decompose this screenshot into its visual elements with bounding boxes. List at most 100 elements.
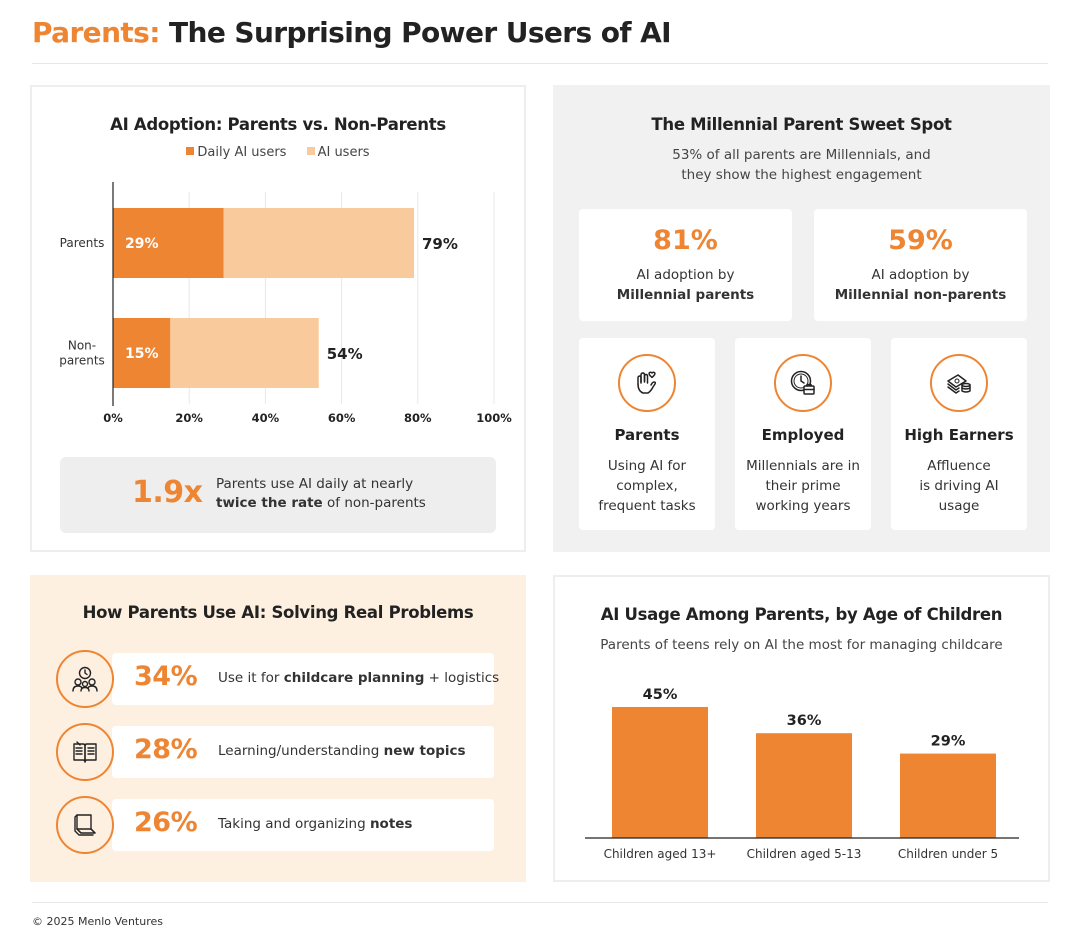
title-rest: The Surprising Power Users of AI xyxy=(159,16,672,49)
stat-line2: Millennial parents xyxy=(616,287,755,303)
age-panel: AI Usage Among Parents, by Age of Childr… xyxy=(553,575,1050,882)
age-title: AI Usage Among Parents, by Age of Childr… xyxy=(600,605,1003,624)
legend-ai-label: AI users xyxy=(317,145,370,160)
usage-bold: notes xyxy=(369,816,413,832)
trait-line: Using AI for xyxy=(607,458,687,474)
age-bar-value-label: 29% xyxy=(931,734,966,750)
bar-outer-label: 79% xyxy=(422,235,458,253)
bar-outer-label: 54% xyxy=(327,345,363,363)
x-tick-label: 80% xyxy=(404,411,432,425)
subtitle-line2: they show the highest engagement xyxy=(681,167,922,183)
stat-card-non-parents: 59% AI adoption by Millennial non-parents xyxy=(814,209,1027,321)
trait-title: High Earners xyxy=(904,426,1014,444)
usage-pre: Taking and organizing xyxy=(218,816,370,832)
bar-inner-label: 15% xyxy=(125,346,159,362)
adoption-callout: 1.9x Parents use AI daily at nearly twice… xyxy=(60,457,496,533)
bar-daily-users xyxy=(113,208,224,278)
legend-ai-swatch xyxy=(306,147,315,155)
subtitle-line1: 53% of all parents are Millennials, and xyxy=(672,147,931,163)
trait-card-parents: Parents Using AI for complex, frequent tas… xyxy=(579,338,715,530)
footer-copyright: © 2025 Menlo Ventures xyxy=(32,915,163,928)
age-bar xyxy=(900,753,996,838)
callout-multiplier: 1.9x xyxy=(132,475,203,510)
age-category-label: Children aged 13+ xyxy=(604,847,717,861)
x-tick-label: 20% xyxy=(175,411,203,425)
age-category-label: Children under 5 xyxy=(898,847,998,861)
trait-line: Millennials are in xyxy=(746,458,860,474)
trait-line: complex, xyxy=(616,478,678,494)
age-subtitle: Parents of teens rely on AI the most for… xyxy=(600,637,1003,653)
legend-daily-swatch xyxy=(186,147,195,155)
adoption-title: AI Adoption: Parents vs. Non-Parents xyxy=(110,115,446,134)
callout-line1: Parents use AI daily at nearly xyxy=(216,476,414,492)
bar-daily-users xyxy=(113,318,171,388)
notepad-icon xyxy=(56,796,114,854)
clock-briefcase-icon xyxy=(774,354,832,412)
age-category-label: Children aged 5-13 xyxy=(747,847,862,861)
trait-card-high-earners: High Earners Affluence is driving AI usage xyxy=(891,338,1027,530)
adoption-legend: Daily AI users AI users xyxy=(32,145,524,160)
usage-bold: new topics xyxy=(383,743,466,759)
title-accent: Parents: xyxy=(32,16,160,49)
bar-inner-label: 29% xyxy=(125,236,159,252)
trait-title: Parents xyxy=(614,426,680,444)
footer-divider xyxy=(32,902,1048,903)
trait-desc: Affluence is driving AI usage xyxy=(891,456,1027,516)
x-tick-label: 60% xyxy=(328,411,356,425)
stat-pct: 81% xyxy=(653,225,718,256)
usage-pct: 26% xyxy=(134,807,198,838)
usage-pct: 34% xyxy=(134,661,198,692)
usage-text: Use it for childcare planning + logistic… xyxy=(218,670,499,686)
stat-pct: 59% xyxy=(888,225,953,256)
age-bar xyxy=(756,733,852,838)
usage-panel: How Parents Use AI: Solving Real Problem… xyxy=(30,575,526,882)
hand-heart-icon xyxy=(618,354,676,412)
usage-title: How Parents Use AI: Solving Real Problem… xyxy=(82,603,474,622)
age-bar-value-label: 45% xyxy=(643,687,678,703)
usage-text: Learning/understanding new topics xyxy=(218,743,466,759)
usage-post: + logistics xyxy=(424,670,500,686)
category-label: Non- xyxy=(68,339,96,353)
usage-row-notes: 26% Taking and organizing notes xyxy=(112,799,494,851)
age-bar-value-label: 36% xyxy=(787,713,822,729)
usage-row-childcare: 34% Use it for childcare planning + logi… xyxy=(112,653,499,705)
trait-desc: Using AI for complex, frequent tasks xyxy=(579,456,715,516)
stat-desc: AI adoption by Millennial parents xyxy=(579,265,792,305)
sweet-spot-subtitle: 53% of all parents are Millennials, and t… xyxy=(553,145,1050,185)
stat-line1: AI adoption by xyxy=(636,267,735,283)
trait-line: Affluence xyxy=(927,458,991,474)
x-tick-label: 100% xyxy=(476,411,512,425)
page-title: Parents: The Surprising Power Users of A… xyxy=(32,16,672,49)
callout-bold: twice the rate xyxy=(216,495,323,511)
trait-line: is driving AI xyxy=(919,478,999,494)
age-bar xyxy=(612,707,708,838)
header-divider xyxy=(32,63,1048,64)
stat-card-parents: 81% AI adoption by Millennial parents xyxy=(579,209,792,321)
x-tick-label: 40% xyxy=(252,411,280,425)
trait-title: Employed xyxy=(761,426,845,444)
usage-text: Taking and organizing notes xyxy=(218,816,412,832)
usage-pre: Learning/understanding xyxy=(218,743,384,759)
trait-line: usage xyxy=(938,498,980,514)
family-clock-icon xyxy=(56,650,114,708)
usage-bold: childcare planning xyxy=(283,670,425,686)
category-label: Parents xyxy=(60,236,105,250)
callout-rest: of non-parents xyxy=(322,495,426,511)
open-book-icon xyxy=(56,723,114,781)
adoption-bar-chart: 0% 20% 40% 60% 80% 100% 29% 79% Parents 15% 54% Non… xyxy=(59,182,512,425)
trait-card-employed: Employed Millennials are in their prime wo… xyxy=(735,338,871,530)
stat-line2: Millennial non-parents xyxy=(834,287,1007,303)
trait-desc: Millennials are in their prime working yea… xyxy=(735,456,871,516)
age-bar-chart: 45% Children aged 13+ 36% Children aged 5-1… xyxy=(585,687,1019,861)
x-tick-label: 0% xyxy=(103,411,123,425)
stat-desc: AI adoption by Millennial non-parents xyxy=(814,265,1027,305)
stat-line1: AI adoption by xyxy=(871,267,970,283)
usage-pct: 28% xyxy=(134,734,198,765)
adoption-panel: AI Adoption: Parents vs. Non-Parents Dai… xyxy=(30,85,526,552)
legend-daily-label: Daily AI users xyxy=(197,145,287,160)
category-label: parents xyxy=(59,354,105,368)
trait-line: frequent tasks xyxy=(598,498,696,514)
money-stack-icon xyxy=(930,354,988,412)
usage-pre: Use it for xyxy=(218,670,284,686)
sweet-spot-title: The Millennial Parent Sweet Spot xyxy=(651,115,952,134)
